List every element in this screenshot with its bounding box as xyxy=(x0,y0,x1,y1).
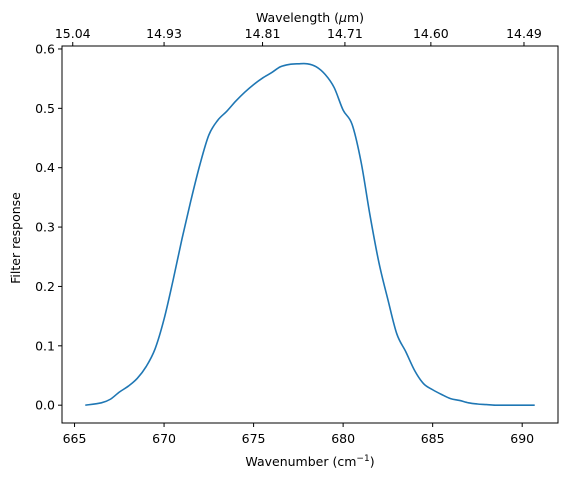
top-tick-label: 14.60 xyxy=(413,26,449,41)
x-axis-title-superscript: −1 xyxy=(356,454,369,464)
y-tick-label: 0.2 xyxy=(35,279,55,294)
top-tick-label: 14.49 xyxy=(506,26,542,41)
x-tick-label: 670 xyxy=(152,431,176,446)
top-axis-title: Wavelength (μm) xyxy=(256,10,364,25)
x-tick-label: 665 xyxy=(63,431,87,446)
top-tick-label: 14.93 xyxy=(146,26,182,41)
x-tick-label: 685 xyxy=(421,431,445,446)
x-axis-title-close: ) xyxy=(370,454,375,469)
top-tick-label: 14.71 xyxy=(327,26,363,41)
y-axis-title: Filter response xyxy=(8,192,23,284)
top-axis-title-mu: μ xyxy=(338,10,347,25)
plot-area xyxy=(62,46,558,423)
x-axis-title: Wavenumber (cm−1) xyxy=(245,454,374,469)
series-line xyxy=(85,62,535,407)
x-tick-label: 680 xyxy=(331,431,355,446)
x-tick-label: 675 xyxy=(242,431,266,446)
top-tick-label: 15.04 xyxy=(55,26,91,41)
plot-frame xyxy=(61,45,559,424)
y-tick-label: 0.1 xyxy=(35,338,55,353)
y-tick-label: 0.5 xyxy=(35,101,55,116)
top-tick-label: 14.81 xyxy=(245,26,281,41)
y-tick-label: 0.6 xyxy=(35,41,55,56)
y-tick-label: 0.4 xyxy=(35,160,55,175)
x-tick-label: 690 xyxy=(510,431,534,446)
y-tick-label: 0.0 xyxy=(35,398,55,413)
ticks-layer: 665 670 675 680 685 6900.00.10.20.30.40.50.61… xyxy=(35,26,542,446)
y-tick-label: 0.3 xyxy=(35,220,55,235)
